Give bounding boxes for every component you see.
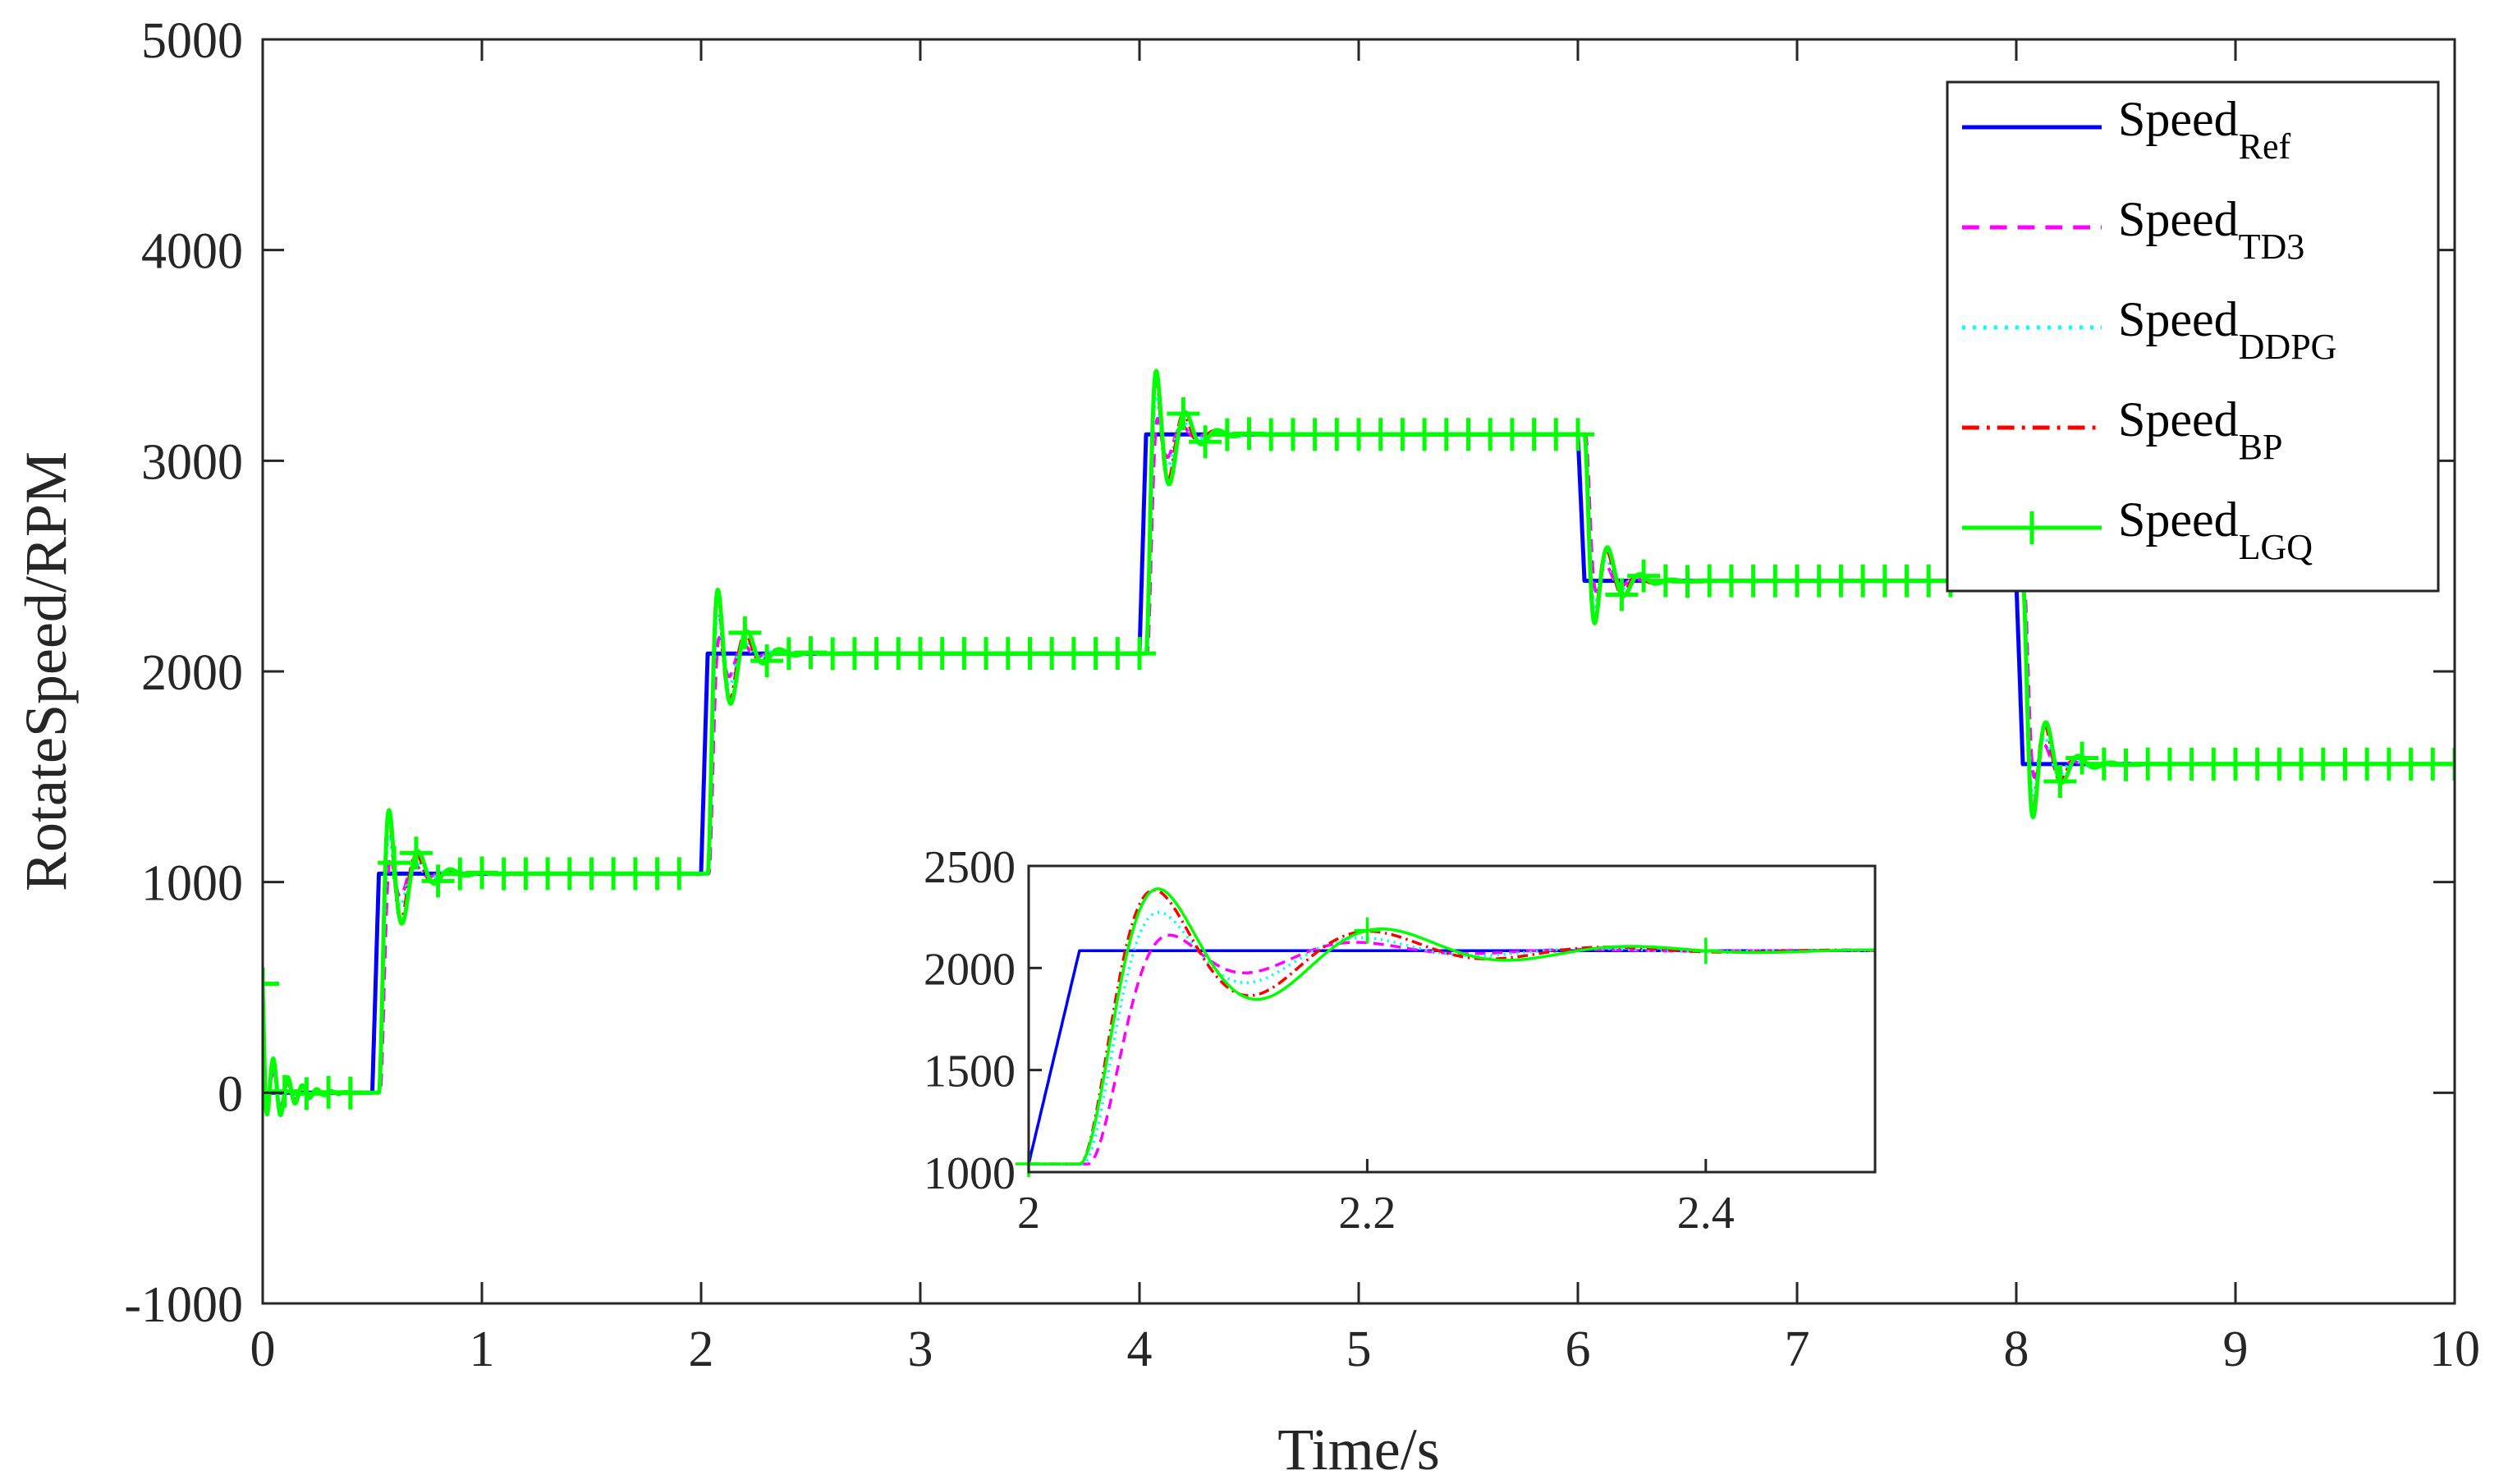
legend-label-base: Speed bbox=[2118, 292, 2239, 346]
main-lgq-marker bbox=[1123, 637, 1156, 671]
legend-entry-td3: SpeedTD3 bbox=[1962, 192, 2304, 267]
main-lgq-marker bbox=[2043, 765, 2077, 799]
main-lgq-marker bbox=[378, 846, 411, 880]
main-x-tick-label: 10 bbox=[2429, 1321, 2480, 1377]
inset-x-tick-label: 2 bbox=[1017, 1188, 1040, 1239]
legend-entry-bp: SpeedBP bbox=[1962, 392, 2282, 467]
legend-label-subscript: DDPG bbox=[2239, 327, 2337, 367]
x-axis-label: Time/s bbox=[1277, 1417, 1439, 1482]
main-lgq-marker bbox=[1605, 578, 1639, 611]
inset-lgq-marker bbox=[1354, 917, 1381, 944]
inset-y-ticks: 1000 1500 2000 2500 bbox=[924, 842, 1042, 1199]
legend-entry-lgq: SpeedLGQ bbox=[1962, 492, 2313, 567]
main-lgq-marker bbox=[263, 967, 279, 1001]
main-x-tick-label: 5 bbox=[1346, 1321, 1372, 1377]
main-lgq-marker bbox=[1627, 559, 1661, 593]
main-y-tick-label: 2000 bbox=[141, 645, 243, 701]
inset-x-tick-label: 2.4 bbox=[1677, 1188, 1735, 1239]
legend-label-lgq: SpeedLGQ bbox=[2118, 492, 2313, 567]
main-y-tick-label: 5000 bbox=[141, 13, 243, 69]
legend-label-ref: SpeedRef bbox=[2118, 92, 2291, 167]
main-lgq-marker bbox=[268, 1074, 301, 1108]
inset-y-tick-label: 1000 bbox=[924, 1148, 1016, 1199]
inset-series-lgq bbox=[1029, 887, 1875, 1166]
main-lgq-marker bbox=[399, 836, 433, 870]
main-x-tick-label: 4 bbox=[1127, 1321, 1153, 1377]
main-lgq-marker bbox=[333, 1076, 367, 1110]
inset-axes-box bbox=[1027, 864, 1877, 1174]
inset-series-group bbox=[1029, 887, 1875, 1166]
main-x-tick-label: 1 bbox=[470, 1321, 495, 1377]
legend-label-base: Speed bbox=[2118, 392, 2239, 447]
main-lgq-marker bbox=[1189, 425, 1222, 459]
main-lgq-marker bbox=[728, 616, 762, 649]
legend-label-base: Speed bbox=[2118, 192, 2239, 246]
main-lgq-marker bbox=[421, 864, 455, 898]
legend-marker-lgq bbox=[2015, 511, 2048, 544]
main-y-tick-label: 3000 bbox=[141, 434, 243, 490]
inset-y-tick-label: 1500 bbox=[924, 1047, 1016, 1097]
main-lgq-marker bbox=[2438, 747, 2455, 781]
legend-label-subscript: BP bbox=[2239, 427, 2283, 467]
main-y-tick-label: 4000 bbox=[141, 224, 243, 280]
main-x-tick-label: 7 bbox=[1785, 1321, 1810, 1377]
legend-label-base: Speed bbox=[2118, 492, 2239, 547]
legend-label-subscript: TD3 bbox=[2239, 227, 2305, 267]
main-lgq-marker bbox=[2066, 741, 2099, 775]
inset-x-ticks: 2 2.2 2.4 bbox=[1017, 1159, 1735, 1239]
main-y-tick-label: 1000 bbox=[141, 856, 243, 912]
legend-label-subscript: Ref bbox=[2239, 126, 2291, 167]
main-y-tick-label: 0 bbox=[218, 1066, 243, 1122]
inset-x-tick-label: 2.2 bbox=[1338, 1188, 1396, 1239]
main-x-tick-label: 2 bbox=[689, 1321, 714, 1377]
main-x-ticks: 0 1 2 3 4 5 6 7 8 9 10 bbox=[250, 39, 2480, 1377]
inset-plot-area bbox=[1029, 866, 1875, 1172]
legend-label-subscript: LGQ bbox=[2239, 527, 2313, 567]
legend-label-td3: SpeedTD3 bbox=[2118, 192, 2304, 267]
legend-entry-ref: SpeedRef bbox=[1962, 92, 2291, 167]
main-x-tick-label: 3 bbox=[908, 1321, 933, 1377]
main-lgq-markers bbox=[263, 397, 2455, 1111]
main-y-tick-label: -1000 bbox=[124, 1277, 243, 1333]
main-y-ticks: -1000 0 1000 2000 3000 4000 5000 bbox=[124, 13, 2455, 1333]
legend-label-bp: SpeedBP bbox=[2118, 392, 2282, 467]
legend-label-ddpg: SpeedDDPG bbox=[2118, 292, 2336, 367]
main-lgq-marker bbox=[663, 857, 696, 891]
legend-label-base: Speed bbox=[2118, 92, 2239, 146]
main-x-tick-label: 6 bbox=[1566, 1321, 1591, 1377]
main-lgq-marker bbox=[750, 644, 784, 678]
main-lgq-marker bbox=[1561, 418, 1594, 451]
inset-plot: 2 2.2 2.4 1000 1500 2000 2500 bbox=[924, 842, 1877, 1239]
y-axis-label: RotateSpeed/RPM bbox=[13, 451, 79, 891]
legend-entry-ddpg: SpeedDDPG bbox=[1962, 292, 2336, 367]
main-x-tick-label: 8 bbox=[2004, 1321, 2029, 1377]
legend-box bbox=[1946, 80, 2440, 593]
inset-y-tick-label: 2500 bbox=[924, 842, 1016, 893]
main-lgq-marker bbox=[1167, 397, 1200, 431]
main-x-tick-label: 9 bbox=[2223, 1321, 2249, 1377]
inset-lgq-marker bbox=[1692, 937, 1719, 964]
inset-y-tick-label: 2000 bbox=[924, 944, 1016, 995]
main-x-tick-label: 0 bbox=[250, 1321, 276, 1377]
